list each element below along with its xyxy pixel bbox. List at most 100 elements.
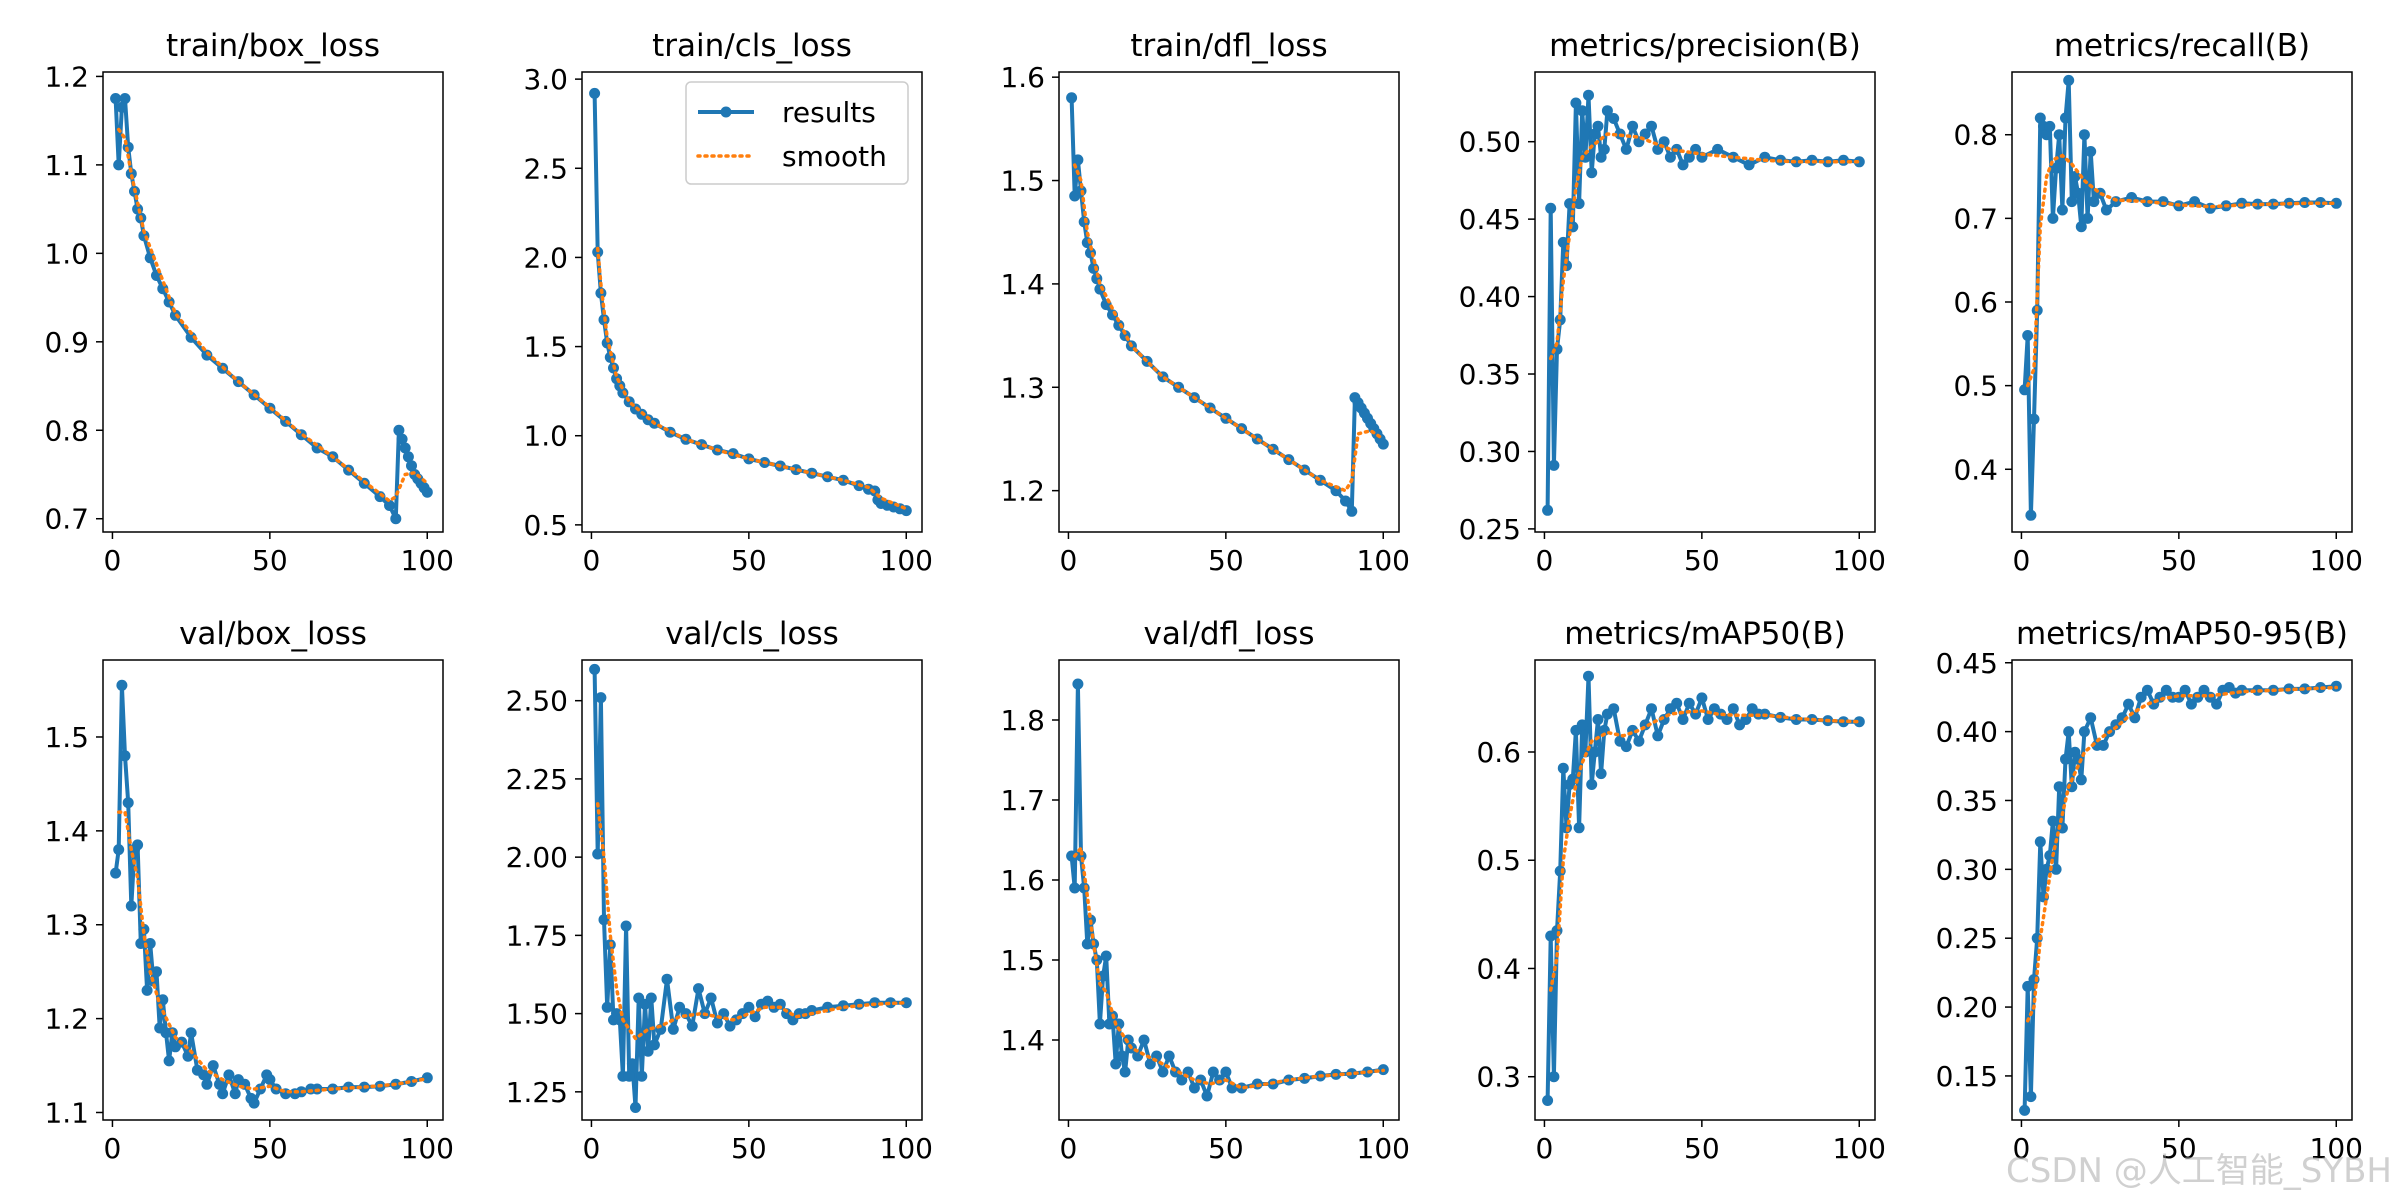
results-point (2047, 212, 2059, 224)
results-point (2025, 509, 2037, 521)
results-point (595, 692, 607, 704)
results-point (790, 464, 802, 476)
axes-frame (1534, 71, 1876, 533)
results-point (1608, 703, 1620, 715)
results-point (1586, 167, 1598, 179)
results-point (2066, 196, 2078, 208)
results-point (1664, 151, 1676, 163)
results-point (1078, 882, 1090, 894)
results-point (837, 474, 849, 486)
axes-frame (581, 659, 923, 1121)
y-tick-label: 1.5 (1000, 165, 1045, 198)
results-point (1340, 495, 1351, 507)
y-tick-label: 0.15 (1936, 1060, 1998, 1093)
results-point (2078, 129, 2090, 141)
subplot-val-dfl-loss: val/dfl_loss 0 50 100 1.4 1.5 1.6 1.7 1.8 (1000, 616, 1410, 1165)
x-tick-label: 100 (1357, 1132, 1410, 1165)
results-point (1853, 156, 1865, 168)
y-tick-label: 0.50 (1459, 126, 1521, 159)
subplot-val-box-loss: val/box_loss 0 50 100 1.1 1.2 1.3 1.4 1.5 (44, 616, 454, 1165)
results-point (1116, 1050, 1128, 1062)
axes-frame (1534, 659, 1876, 1121)
y-tick-label: 1.5 (523, 331, 568, 364)
x-tick-label: 100 (2310, 1132, 2363, 1165)
results-point (1576, 719, 1588, 731)
x-tick-label: 0 (583, 1132, 601, 1165)
results-point (132, 839, 144, 851)
x-tick-label: 100 (401, 1132, 454, 1165)
subplot-val-cls-loss: val/cls_loss 0 50 100 1.25 1.50 1.75 2.00 2.25 2.… (506, 616, 933, 1165)
subplot-title: train/cls_loss (652, 28, 852, 64)
subplot-metrics-map50-95-b: metrics/mAP50-95(B) 0 50 100 0.15 0.20 0.25 0.3… (1936, 616, 2363, 1165)
results-point (2063, 726, 2075, 738)
results-point (223, 1069, 235, 1081)
watermark-text: CSDN @人工智能_SYBH (2006, 1151, 2392, 1191)
results-point (1069, 882, 1081, 894)
smooth-line (595, 802, 909, 1042)
x-tick-label: 50 (252, 544, 288, 577)
results-point (885, 997, 896, 1009)
results-point (1119, 1066, 1131, 1078)
results-point (421, 1072, 433, 1084)
results-point (2056, 204, 2068, 216)
results-point (116, 679, 128, 691)
results-point (2053, 781, 2065, 793)
results-point (1727, 703, 1739, 715)
y-tick-label: 0.25 (1459, 513, 1521, 546)
y-tick-label: 1.7 (1000, 784, 1045, 817)
x-tick-label: 0 (1060, 544, 1078, 577)
results-point (1633, 735, 1645, 747)
y-tick-label: 1.8 (1000, 704, 1045, 737)
y-tick-label: 0.6 (1476, 736, 1521, 769)
results-point (1790, 156, 1802, 168)
results-point (2072, 187, 2084, 199)
results-point (1595, 768, 1607, 780)
results-point (2082, 212, 2094, 224)
results-point (1683, 151, 1695, 163)
results-point (1377, 438, 1389, 450)
results-point (2330, 197, 2342, 209)
results-point (406, 460, 417, 472)
results-point (1573, 198, 1585, 210)
results-point (1671, 697, 1683, 709)
results-point (1072, 678, 1084, 690)
smooth-line (595, 246, 909, 511)
results-point (1690, 143, 1702, 155)
y-tick-label: 0.9 (44, 326, 89, 359)
x-tick-label: 100 (880, 544, 933, 577)
y-tick-label: 0.40 (1936, 716, 1998, 749)
y-tick-label: 0.4 (1476, 952, 1521, 985)
x-tick-label: 0 (2013, 544, 2031, 577)
x-tick-label: 0 (583, 544, 601, 577)
results-point (589, 663, 601, 675)
results-point (1677, 714, 1689, 725)
results-point (1548, 459, 1560, 471)
results-point (645, 992, 657, 1004)
results-point (1592, 714, 1604, 725)
results-point (2041, 863, 2053, 875)
y-tick-label: 0.4 (1953, 453, 1998, 486)
results-point (163, 1055, 175, 1067)
x-tick-label: 0 (104, 544, 122, 577)
results-point (125, 168, 137, 180)
results-point (141, 984, 153, 996)
results-point (2179, 684, 2191, 696)
subplot-title: train/box_loss (166, 28, 380, 64)
x-tick-label: 0 (1536, 544, 1554, 577)
y-tick-label: 0.6 (1953, 286, 1998, 319)
smooth-line (116, 127, 430, 504)
results-point (1207, 1066, 1219, 1078)
results-point (406, 1076, 417, 1087)
x-tick-label: 50 (1684, 544, 1720, 577)
results-point (661, 973, 673, 985)
subplot-title: val/box_loss (179, 616, 367, 652)
x-tick-label: 0 (1536, 1132, 1554, 1165)
y-tick-label: 0.25 (1936, 922, 1998, 955)
results-point (229, 1088, 241, 1100)
results-point (1583, 670, 1594, 682)
results-point (2028, 413, 2040, 425)
results-point (1608, 113, 1620, 124)
legend-box (685, 81, 909, 185)
results-point (2034, 836, 2046, 848)
